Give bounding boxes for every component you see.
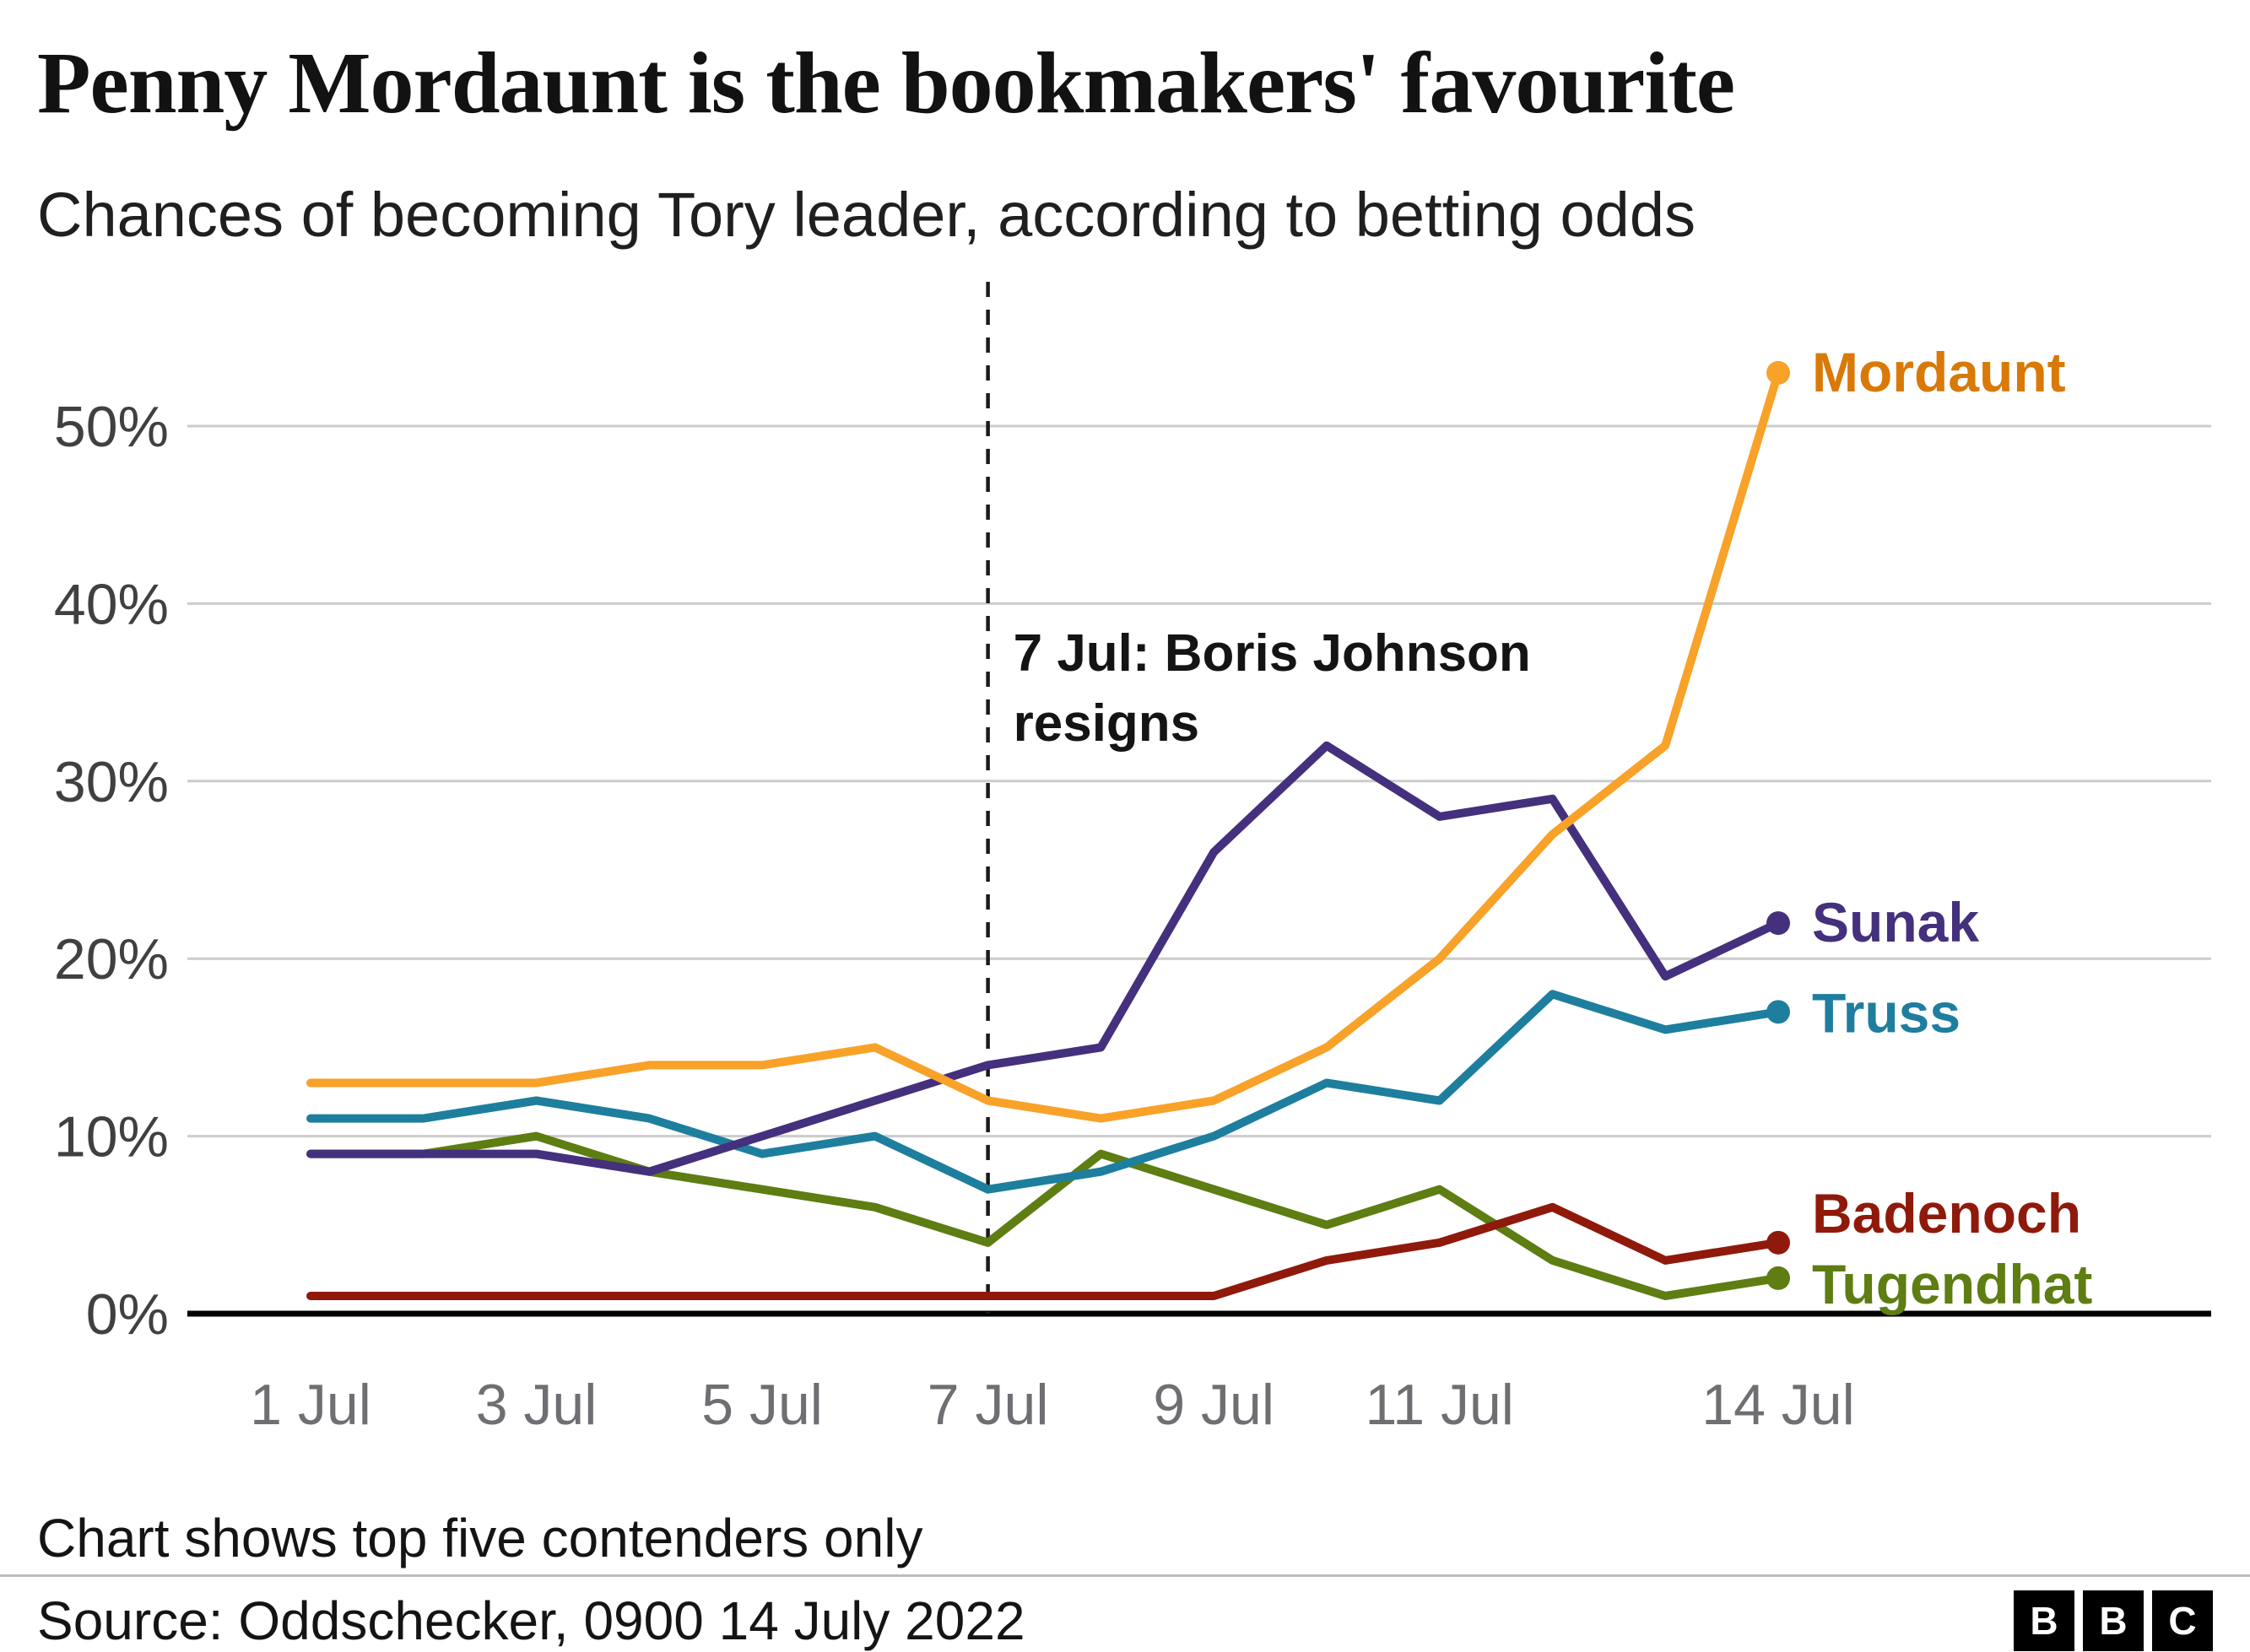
series-endpoint-sunak <box>1766 911 1791 936</box>
bbc-logo-letter-b2: B <box>2083 1590 2144 1651</box>
series-line-badenoch <box>306 1202 1782 1300</box>
x-axis-tick-label: 1 Jul <box>250 1373 371 1437</box>
series-label-truss: Truss <box>1812 981 1961 1044</box>
x-axis-tick-label: 7 Jul <box>928 1373 1049 1437</box>
x-axis-tick-label: 9 Jul <box>1153 1373 1274 1437</box>
series-endpoint-badenoch <box>1766 1230 1791 1255</box>
series-label-mordaunt: Mordaunt <box>1812 341 2066 403</box>
x-axis-tick-label: 3 Jul <box>476 1373 598 1437</box>
x-axis-tick-label: 11 Jul <box>1365 1373 1513 1437</box>
footer-divider <box>0 1574 2250 1577</box>
series-line-mordaunt <box>306 368 1782 1123</box>
source-text: Source: Oddschecker, 0900 14 July 2022 <box>37 1590 1025 1651</box>
chart-footnote: Chart shows top five contenders only <box>37 1508 923 1568</box>
bbc-logo-letter-b1: B <box>2014 1590 2074 1651</box>
chart-subtitle: Chances of becoming Tory leader, accordi… <box>37 180 1696 250</box>
series-label-badenoch: Badenoch <box>1812 1182 2081 1244</box>
series-label-tugendhat: Tugendhat <box>1812 1253 2092 1315</box>
y-axis-tick-label: 0% <box>86 1282 169 1347</box>
y-axis-tick-label: 20% <box>54 927 169 991</box>
y-axis-tick-label: 10% <box>54 1105 169 1169</box>
series-label-sunak: Sunak <box>1812 891 1979 953</box>
x-axis-tick-label: 14 Jul <box>1701 1373 1854 1437</box>
series-line-sunak <box>306 741 1782 1176</box>
bbc-logo-letter-c: C <box>2152 1590 2213 1651</box>
y-axis-tick-label: 30% <box>54 750 169 814</box>
source-row: Source: Oddschecker, 0900 14 July 2022 B… <box>37 1590 2213 1652</box>
bbc-logo: B B C <box>2014 1590 2213 1651</box>
event-annotation-line: resigns <box>1014 694 1200 753</box>
event-annotation-line: 7 Jul: Boris Johnson <box>1014 624 1531 683</box>
series-endpoint-mordaunt <box>1766 360 1791 385</box>
y-axis-tick-label: 50% <box>54 395 169 459</box>
x-axis-tick-label: 5 Jul <box>701 1373 823 1437</box>
series-endpoint-tugendhat <box>1766 1266 1791 1290</box>
series-line-truss <box>306 990 1782 1194</box>
chart-title: Penny Mordaunt is the bookmakers' favour… <box>37 35 1735 132</box>
series-endpoint-truss <box>1766 1000 1791 1024</box>
y-axis-tick-label: 40% <box>54 572 169 636</box>
series-line-tugendhat <box>306 1131 1782 1300</box>
